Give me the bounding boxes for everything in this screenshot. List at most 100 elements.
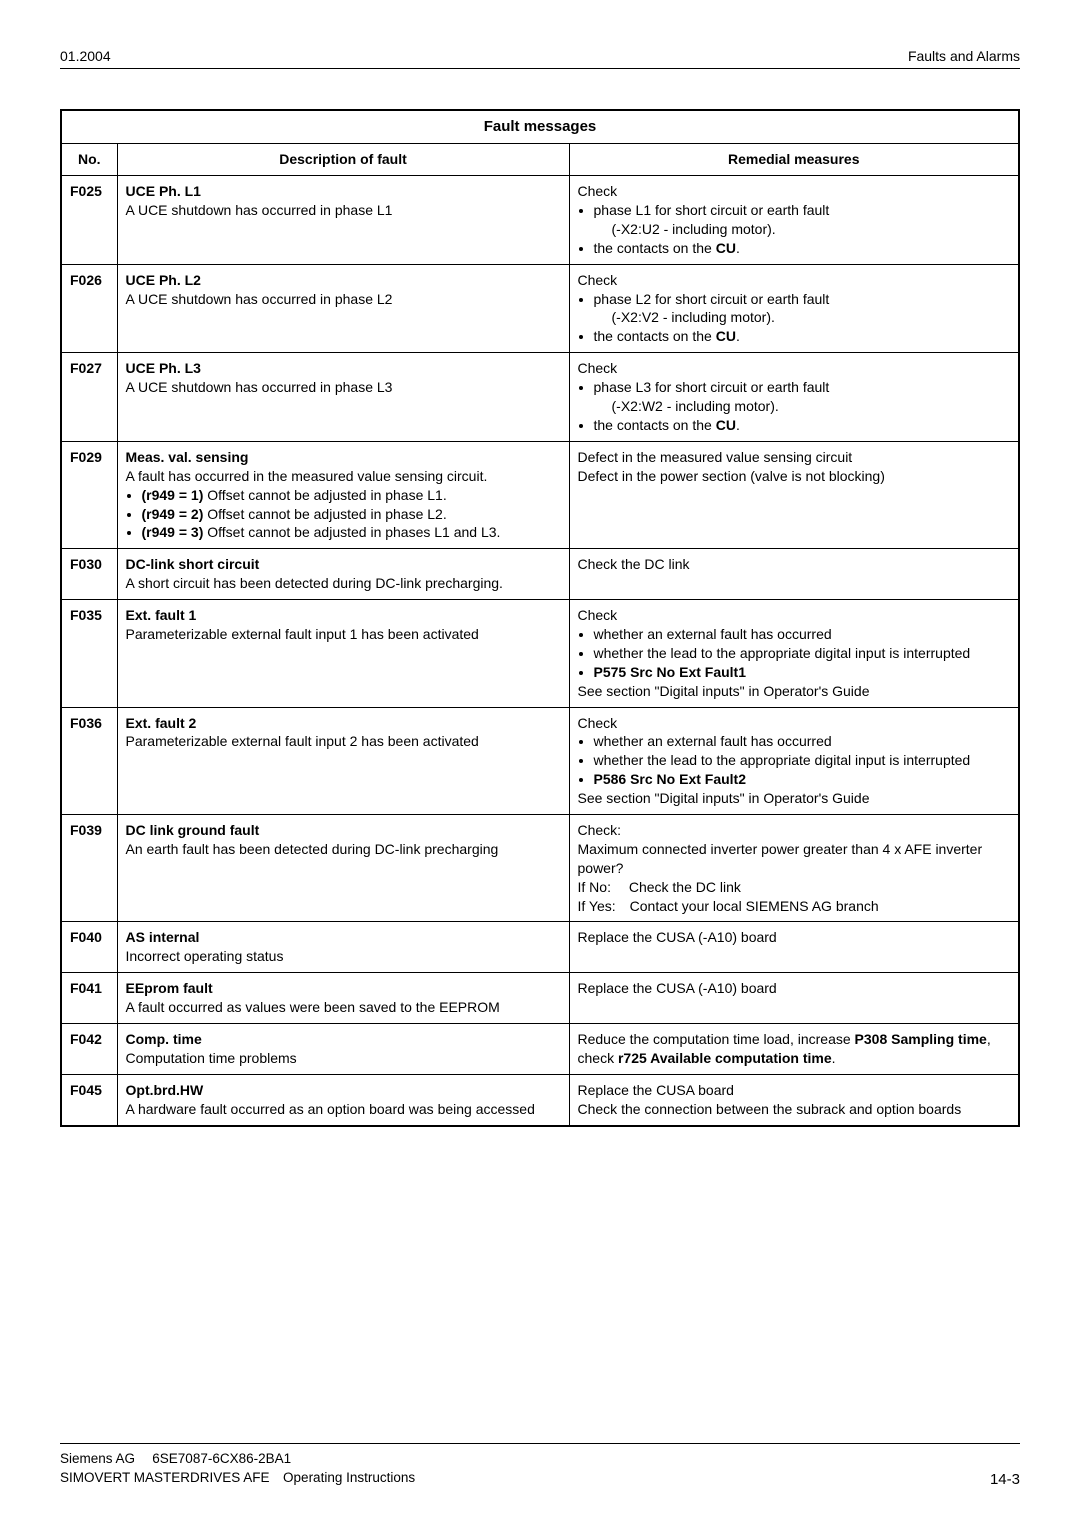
table-row: F042 Comp. time Computation time problem…: [61, 1023, 1019, 1074]
rem-bullet: whether the lead to the appropriate digi…: [594, 644, 1011, 663]
cell-no: F026: [61, 264, 117, 353]
rem-text: phase L1 for short circuit or earth faul…: [594, 202, 830, 218]
rem-text: (-X2:W2 - including motor).: [594, 397, 1011, 416]
cell-rem: Check: Maximum connected inverter power …: [569, 814, 1019, 921]
desc-bullet: (r949 = 3) Offset cannot be adjusted in …: [142, 523, 561, 542]
page-content: 01.2004 Faults and Alarms Fault messages…: [0, 0, 1080, 1167]
rem-lead: Check: [578, 183, 618, 199]
footer-left: Siemens AG 6SE7087-6CX86-2BA1 SIMOVERT M…: [60, 1450, 415, 1488]
col-desc: Description of fault: [117, 144, 569, 176]
desc-text: Offset cannot be adjusted in phase L2.: [203, 506, 446, 522]
cell-no: F029: [61, 441, 117, 548]
fault-messages-table: Fault messages No. Description of fault …: [60, 109, 1020, 1127]
rem-text: If No: Check the DC link: [578, 879, 741, 895]
rem-lead: Check: [578, 715, 618, 731]
desc-title: UCE Ph. L1: [126, 183, 201, 199]
cell-no: F045: [61, 1074, 117, 1125]
cell-desc: DC-link short circuit A short circuit ha…: [117, 549, 569, 600]
desc-title: DC link ground fault: [126, 822, 260, 838]
cell-rem: Reduce the computation time load, increa…: [569, 1023, 1019, 1074]
table-row: F035 Ext. fault 1 Parameterizable extern…: [61, 600, 1019, 707]
table-row: F030 DC-link short circuit A short circu…: [61, 549, 1019, 600]
desc-title: Opt.brd.HW: [126, 1082, 204, 1098]
rem-text: If Yes: Contact your local SIEMENS AG br…: [578, 898, 879, 914]
cell-desc: UCE Ph. L3 A UCE shutdown has occurred i…: [117, 353, 569, 442]
desc-body: A fault has occurred in the measured val…: [126, 468, 488, 484]
cell-rem: Check whether an external fault has occu…: [569, 707, 1019, 814]
cell-desc: Opt.brd.HW A hardware fault occurred as …: [117, 1074, 569, 1125]
desc-title: DC-link short circuit: [126, 556, 260, 572]
rem-bullet: the contacts on the CU.: [594, 327, 1011, 346]
desc-bullet: (r949 = 2) Offset cannot be adjusted in …: [142, 505, 561, 524]
rem-text: Reduce the computation time load, increa…: [578, 1031, 855, 1047]
rem-text: the contacts on the: [594, 240, 716, 256]
rem-text: Check:: [578, 822, 622, 838]
desc-body: Parameterizable external fault input 2 h…: [126, 733, 479, 749]
desc-title: Ext. fault 1: [126, 607, 197, 623]
desc-body: A fault occurred as values were been sav…: [126, 999, 500, 1015]
cell-no: F027: [61, 353, 117, 442]
rem-text: CU: [716, 328, 736, 344]
cell-desc: Meas. val. sensing A fault has occurred …: [117, 441, 569, 548]
desc-body: Incorrect operating status: [126, 948, 284, 964]
footer-line2: SIMOVERT MASTERDRIVES AFE Operating Inst…: [60, 1470, 415, 1485]
rem-text: (-X2:U2 - including motor).: [594, 220, 1011, 239]
rem-text: check: [578, 1050, 618, 1066]
footer-page-number: 14-3: [990, 1471, 1020, 1488]
desc-text: (r949 = 2): [142, 506, 204, 522]
table-title: Fault messages: [61, 110, 1019, 144]
desc-body: A hardware fault occurred as an option b…: [126, 1101, 535, 1117]
rem-text: P308 Sampling time: [855, 1031, 987, 1047]
rem-text: r725 Available computation time: [618, 1050, 832, 1066]
rem-bullet: phase L1 for short circuit or earth faul…: [594, 201, 1011, 239]
rem-bullet: phase L2 for short circuit or earth faul…: [594, 290, 1011, 328]
desc-bullet: (r949 = 1) Offset cannot be adjusted in …: [142, 486, 561, 505]
cell-rem: Replace the CUSA board Check the connect…: [569, 1074, 1019, 1125]
page-header: 01.2004 Faults and Alarms: [60, 48, 1020, 69]
desc-title: Ext. fault 2: [126, 715, 197, 731]
cell-no: F040: [61, 922, 117, 973]
cell-desc: DC link ground fault An earth fault has …: [117, 814, 569, 921]
desc-text: (r949 = 3): [142, 524, 204, 540]
rem-text: P575 Src No Ext Fault1: [594, 664, 747, 680]
desc-body: A UCE shutdown has occurred in phase L3: [126, 379, 393, 395]
table-row: F027 UCE Ph. L3 A UCE shutdown has occur…: [61, 353, 1019, 442]
footer-line1: Siemens AG 6SE7087-6CX86-2BA1: [60, 1451, 291, 1466]
rem-text: CU: [716, 240, 736, 256]
rem-bullet: P586 Src No Ext Fault2: [594, 770, 1011, 789]
cell-desc: AS internal Incorrect operating status: [117, 922, 569, 973]
cell-rem: Check phase L3 for short circuit or eart…: [569, 353, 1019, 442]
cell-desc: Ext. fault 2 Parameterizable external fa…: [117, 707, 569, 814]
rem-text: (-X2:V2 - including motor).: [594, 308, 1011, 327]
header-right: Faults and Alarms: [908, 48, 1020, 64]
rem-bullet: P575 Src No Ext Fault1: [594, 663, 1011, 682]
rem-text: phase L3 for short circuit or earth faul…: [594, 379, 830, 395]
rem-text: .: [832, 1050, 836, 1066]
cell-rem: Check whether an external fault has occu…: [569, 600, 1019, 707]
rem-bullet: whether an external fault has occurred: [594, 732, 1011, 751]
desc-title: UCE Ph. L3: [126, 360, 201, 376]
desc-title: AS internal: [126, 929, 200, 945]
desc-title: UCE Ph. L2: [126, 272, 201, 288]
rem-tail: See section "Digital inputs" in Operator…: [578, 790, 870, 806]
cell-rem: Defect in the measured value sensing cir…: [569, 441, 1019, 548]
cell-rem: Check the DC link: [569, 549, 1019, 600]
cell-desc: Comp. time Computation time problems: [117, 1023, 569, 1074]
rem-text: phase L2 for short circuit or earth faul…: [594, 291, 830, 307]
rem-bullet: phase L3 for short circuit or earth faul…: [594, 378, 1011, 416]
desc-body: A short circuit has been detected during…: [126, 575, 503, 591]
cell-desc: UCE Ph. L1 A UCE shutdown has occurred i…: [117, 176, 569, 265]
table-row: F041 EEprom fault A fault occurred as va…: [61, 973, 1019, 1024]
desc-body: A UCE shutdown has occurred in phase L2: [126, 291, 393, 307]
cell-desc: UCE Ph. L2 A UCE shutdown has occurred i…: [117, 264, 569, 353]
table-row: F045 Opt.brd.HW A hardware fault occurre…: [61, 1074, 1019, 1125]
rem-bullet: the contacts on the CU.: [594, 416, 1011, 435]
rem-text: ,: [987, 1031, 991, 1047]
cell-desc: EEprom fault A fault occurred as values …: [117, 973, 569, 1024]
table-row: F025 UCE Ph. L1 A UCE shutdown has occur…: [61, 176, 1019, 265]
rem-bullet: the contacts on the CU.: [594, 239, 1011, 258]
cell-rem: Check phase L2 for short circuit or eart…: [569, 264, 1019, 353]
desc-title: Comp. time: [126, 1031, 202, 1047]
col-no: No.: [61, 144, 117, 176]
cell-no: F035: [61, 600, 117, 707]
